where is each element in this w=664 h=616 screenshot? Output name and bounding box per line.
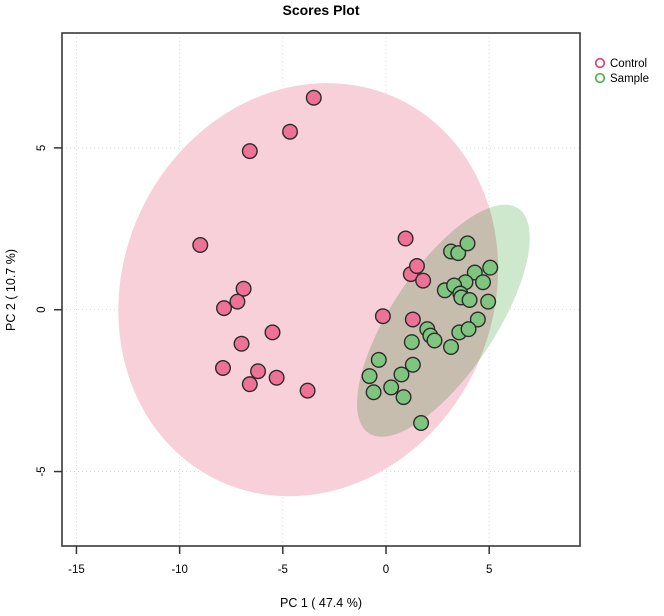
legend: Control Sample [594, 57, 649, 85]
sample-point [450, 245, 467, 262]
sample-point [443, 338, 460, 355]
x-tick-label: 0 [383, 564, 389, 576]
y-tick-label: 0 [36, 307, 48, 313]
chart-title: Scores Plot [282, 2, 359, 18]
sample-point [482, 259, 499, 276]
x-tick-label: -10 [171, 564, 188, 576]
control-point [404, 311, 421, 328]
control-point [282, 123, 299, 140]
sample-point [365, 384, 382, 401]
sample-point [461, 292, 478, 309]
sample-point [475, 274, 492, 291]
sample-point [469, 311, 486, 328]
legend-marker-sample-icon [594, 72, 606, 84]
control-point [241, 376, 258, 393]
x-tick-label: -5 [278, 564, 288, 576]
sample-point [404, 356, 421, 373]
sample-point [361, 368, 378, 385]
control-point [268, 369, 285, 386]
sample-point [403, 334, 420, 351]
control-point [233, 335, 250, 352]
y-tick-label: 5 [36, 145, 48, 151]
sample-point [459, 235, 476, 252]
control-point [229, 293, 246, 310]
control-point [299, 382, 316, 399]
sample-point [460, 321, 477, 338]
x-axis-title: PC 1 ( 47.4 %) [280, 596, 362, 610]
sample-point [393, 366, 410, 383]
control-point [214, 359, 231, 376]
legend-marker-control-icon [594, 57, 606, 69]
control-point [192, 236, 209, 253]
control-point [397, 230, 414, 247]
sample-point [413, 415, 430, 432]
axis-ticks: -15 -10 -5 0 5 -5 0 5 [36, 145, 492, 576]
control-point [216, 300, 233, 317]
y-tick-label: -5 [36, 466, 48, 476]
sample-point [383, 379, 400, 396]
control-point [415, 272, 432, 289]
legend-label-sample: Sample [610, 73, 649, 85]
x-tick-label: 5 [486, 564, 492, 576]
data-points [192, 89, 499, 432]
sample-point [426, 332, 443, 349]
control-point [374, 308, 391, 325]
control-point [241, 143, 258, 160]
y-axis-title: PC 2 ( 10.7 %) [4, 249, 18, 331]
x-tick-label: -15 [68, 564, 85, 576]
control-point [408, 258, 425, 275]
sample-point [480, 293, 497, 310]
control-point [250, 363, 267, 380]
sample-point [395, 389, 412, 406]
legend-label-control: Control [610, 58, 647, 70]
control-point [264, 324, 281, 341]
plot-border [61, 32, 581, 547]
control-point [235, 280, 252, 297]
control-point [305, 89, 322, 106]
sample-point [370, 351, 387, 368]
